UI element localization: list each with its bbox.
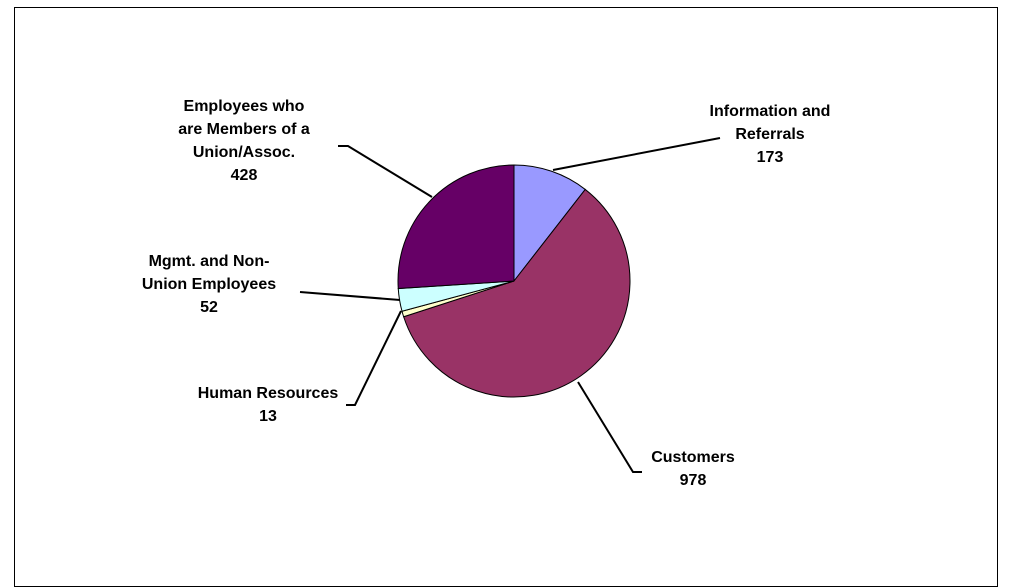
- slice-name-label: Customers: [651, 449, 735, 466]
- slice-value-label: 13: [259, 408, 277, 425]
- leader-lines-layer: [299, 137, 721, 473]
- slice-label: Mgmt. and Non- Union Employees 52: [142, 253, 276, 316]
- slice-name-label: Employees who: [184, 98, 305, 115]
- slice-name-label: Union/Assoc.: [193, 144, 295, 161]
- leader-line: [577, 381, 642, 473]
- slice-name-label: are Members of a: [178, 121, 310, 138]
- leader-line: [346, 310, 402, 406]
- slice-label: Customers 978: [651, 449, 735, 489]
- slice-name-label: Referrals: [735, 126, 804, 143]
- slice-label: Human Resources 13: [198, 385, 339, 425]
- slice-name-label: Information and: [710, 103, 831, 120]
- slice-value-label: 173: [757, 149, 784, 166]
- slice-name-label: Human Resources: [198, 385, 339, 402]
- labels-layer: Information and Referrals 173 Customers 978 H…: [142, 98, 831, 489]
- leader-line: [299, 291, 401, 301]
- pie-slice: [403, 188, 631, 398]
- pie-slice: [513, 164, 586, 283]
- slice-name-label: Mgmt. and Non-: [149, 253, 270, 270]
- leader-line: [552, 137, 721, 171]
- pie-slice: [397, 164, 515, 290]
- slice-label: Employees who are Members of a Union/Assoc…: [178, 98, 310, 184]
- slices-layer: [397, 164, 631, 398]
- slice-value-label: 428: [231, 167, 258, 184]
- slice-name-label: Union Employees: [142, 276, 276, 293]
- leader-line: [338, 145, 433, 198]
- slice-value-label: 52: [200, 299, 218, 316]
- slice-label: Information and Referrals 173: [710, 103, 831, 166]
- slice-value-label: 978: [680, 472, 707, 489]
